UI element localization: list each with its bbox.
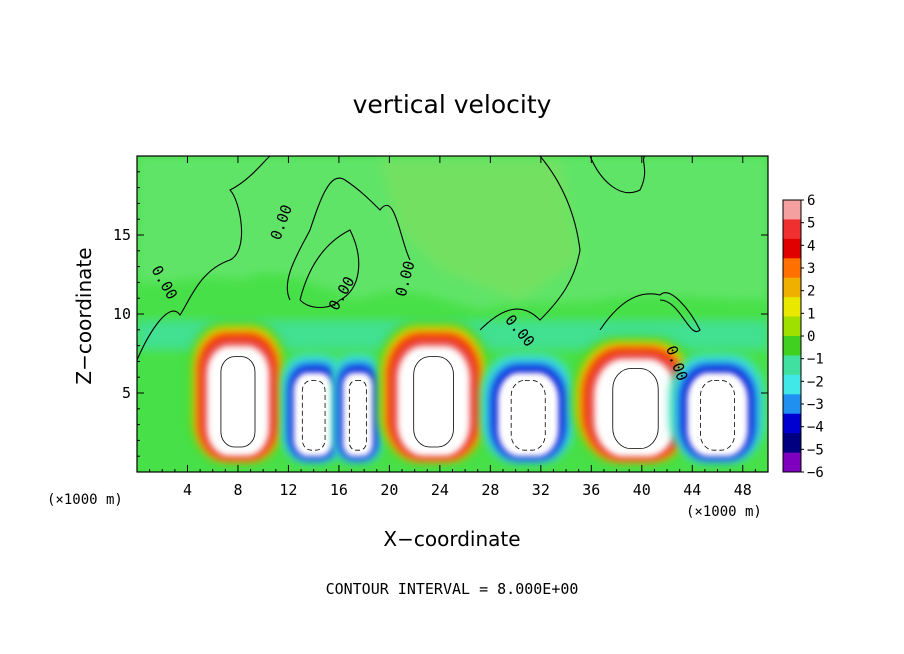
colorbar-label: 6 — [807, 193, 815, 209]
colorbar-label: −4 — [807, 420, 824, 436]
z-tick-label: 5 — [122, 384, 131, 402]
colorbar-swatch — [783, 355, 801, 376]
cell-contour — [413, 356, 454, 448]
upper-yellowish-patch — [380, 160, 580, 300]
x-tick-label: 24 — [431, 481, 449, 499]
colorbar-label: 2 — [807, 284, 815, 300]
colorbar-label: −6 — [807, 465, 824, 481]
updraft-cell — [378, 321, 489, 461]
x-tick-label: 36 — [582, 481, 600, 499]
zero-contours: 0.000.00 0.000.000.000.00 — [137, 156, 701, 383]
colorbar-label: −2 — [807, 374, 824, 390]
cell-layer — [342, 372, 374, 457]
x-tick-label: 48 — [734, 481, 752, 499]
colorbar: 6 5 4 3 2 1 0 −1 −2 −3 −4 −5 −6 — [782, 193, 824, 481]
colorbar-swatch — [783, 200, 801, 220]
cell-contour — [510, 379, 546, 451]
colorbar-swatch — [783, 219, 801, 240]
x-tick-label: 4 — [183, 481, 192, 499]
z-axis-ticks: 5 10 15 — [113, 171, 768, 457]
cell-layer — [595, 360, 676, 456]
zero-contour-line — [479, 156, 581, 331]
colorbar-swatch — [783, 433, 801, 454]
colorbar-swatch — [783, 413, 801, 434]
chart-title: vertical velocity — [353, 90, 552, 119]
cell-contour — [220, 356, 256, 448]
colorbar-swatch — [783, 374, 801, 395]
x-tick-label: 8 — [233, 481, 242, 499]
cell-layer — [293, 372, 335, 457]
x-unit-right: (×1000 m) — [686, 504, 762, 520]
cell-contour — [348, 379, 367, 451]
z-tick-label: 15 — [113, 226, 131, 244]
colorbar-swatch — [783, 297, 801, 318]
downdraft-cell — [670, 353, 765, 461]
cell-layer — [207, 347, 268, 456]
colorbar-label: −5 — [807, 442, 824, 458]
cell-contour — [301, 379, 326, 451]
colorbar-label: 5 — [807, 216, 815, 232]
cell-contour — [612, 368, 659, 450]
colorbar-label: −1 — [807, 352, 824, 368]
x-tick-label: 44 — [683, 481, 701, 499]
colorbar-swatch — [783, 394, 801, 415]
x-axis-label: X−coordinate — [383, 527, 520, 551]
plot-field: 0.000.00 0.000.000.000.00 — [137, 156, 768, 472]
colorbar-label: 3 — [807, 261, 815, 277]
downdraft-cell — [480, 353, 576, 461]
convective-cells: 0.000.00 0.000.000.000.00 — [137, 156, 765, 461]
colorbar-swatch — [783, 336, 801, 356]
x-tick-label: 16 — [330, 481, 348, 499]
z-tick-label: 10 — [113, 305, 131, 323]
updraft-cell — [572, 337, 699, 461]
colorbar-swatch — [783, 452, 801, 473]
colorbar-label: 0 — [807, 329, 815, 345]
x-axis-ticks: 4 8 12 16 20 24 28 32 36 40 44 48 — [149, 156, 756, 499]
colorbar-label: 1 — [807, 306, 815, 322]
cell-contour — [700, 379, 735, 451]
zero-contour-line — [599, 292, 701, 333]
zero-contour-line — [286, 177, 411, 301]
zero-contour-line — [299, 229, 360, 309]
zero-contour-line — [589, 156, 646, 194]
x-tick-label: 20 — [380, 481, 398, 499]
x-tick-label: 40 — [633, 481, 651, 499]
downdraft-cell — [282, 353, 346, 461]
cell-layer — [398, 347, 469, 456]
colorbar-label: −3 — [807, 397, 824, 413]
updraft-cell — [190, 321, 286, 461]
colorbar-swatch — [783, 238, 801, 259]
downdraft-cell — [334, 353, 382, 461]
colorbar-swatch — [783, 258, 801, 279]
x-tick-label: 12 — [279, 481, 297, 499]
zero-contour-line — [137, 156, 271, 361]
cell-layer — [686, 372, 749, 457]
colorbar-label: 4 — [807, 238, 815, 254]
x-tick-label: 28 — [481, 481, 499, 499]
z-axis-label: Z−coordinate — [72, 247, 96, 384]
colorbar-swatch — [783, 277, 801, 298]
colorbar-swatch — [783, 316, 801, 337]
x-unit-left: (×1000 m) — [47, 492, 123, 508]
x-tick-label: 32 — [532, 481, 550, 499]
cell-layer — [497, 372, 559, 457]
contour-interval: CONTOUR INTERVAL = 8.000E+00 — [326, 580, 579, 598]
